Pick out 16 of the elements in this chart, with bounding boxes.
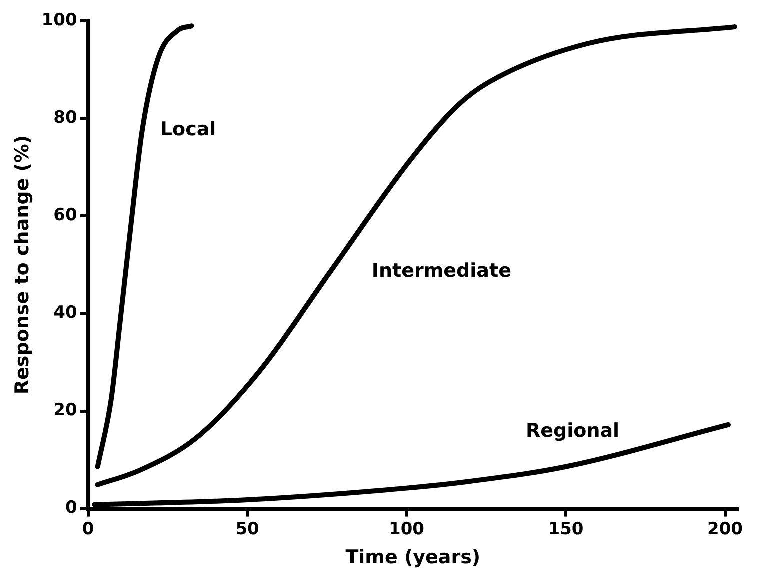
x-tick-label: 100 xyxy=(389,519,425,540)
y-tick-label: 80 xyxy=(54,108,78,128)
y-tick-label: 0 xyxy=(65,498,78,518)
y-axis-title: Response to change (%) xyxy=(11,135,34,395)
y-tick-label: 20 xyxy=(54,400,78,421)
x-tick-label: 150 xyxy=(548,519,584,540)
x-axis-title: Time (years) xyxy=(346,546,481,569)
x-tick-label: 0 xyxy=(82,519,94,540)
y-tick-label: 100 xyxy=(42,10,78,31)
y-tick-label: 60 xyxy=(54,206,78,226)
series-label: Intermediate xyxy=(372,260,512,282)
y-tick-label: 40 xyxy=(54,303,78,324)
series-label: Local xyxy=(160,118,216,140)
series-label: Regional xyxy=(526,420,620,442)
x-tick-label: 200 xyxy=(708,519,744,540)
x-tick-label: 50 xyxy=(236,519,260,540)
